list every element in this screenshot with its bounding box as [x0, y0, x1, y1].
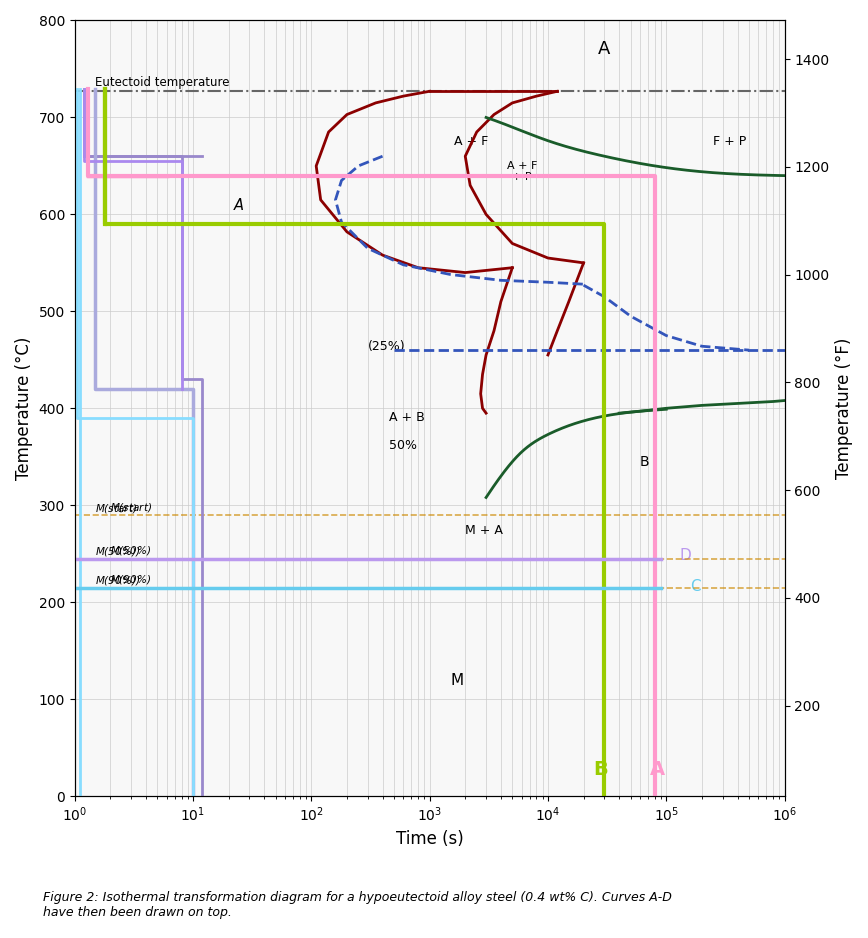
Text: Figure 2: Isothermal transformation diagram for a hypoeutectoid alloy steel (0.4: Figure 2: Isothermal transformation diag… — [43, 891, 673, 919]
Text: $M$(start): $M$(start) — [95, 502, 138, 515]
Text: $M$(90%): $M$(90%) — [110, 573, 151, 586]
Text: M + A: M + A — [465, 524, 503, 537]
Text: (25%): (25%) — [368, 340, 405, 353]
Text: $M$(50%): $M$(50%) — [110, 544, 151, 557]
Text: A: A — [650, 760, 666, 779]
Text: $M$(start): $M$(start) — [110, 501, 153, 514]
Text: D: D — [680, 549, 692, 564]
Text: M: M — [450, 673, 464, 688]
Text: B: B — [640, 456, 649, 469]
Text: A + B: A + B — [389, 411, 424, 424]
Y-axis label: Temperature (°C): Temperature (°C) — [15, 337, 33, 480]
Text: A + F
+ P: A + F + P — [507, 160, 537, 183]
X-axis label: Time (s): Time (s) — [396, 830, 464, 848]
Text: A: A — [598, 40, 610, 58]
Text: $M$(50%)): $M$(50%)) — [95, 545, 141, 558]
Text: A + F: A + F — [454, 134, 488, 147]
Text: Eutectoid temperature: Eutectoid temperature — [95, 76, 230, 89]
Text: B: B — [594, 760, 608, 779]
Y-axis label: Temperature (°F): Temperature (°F) — [835, 338, 853, 479]
Text: A: A — [233, 198, 244, 213]
Text: $M$(90%)): $M$(90%)) — [95, 574, 141, 587]
Text: C: C — [690, 579, 701, 594]
Text: F + P: F + P — [713, 134, 746, 147]
Text: 50%: 50% — [389, 439, 417, 452]
